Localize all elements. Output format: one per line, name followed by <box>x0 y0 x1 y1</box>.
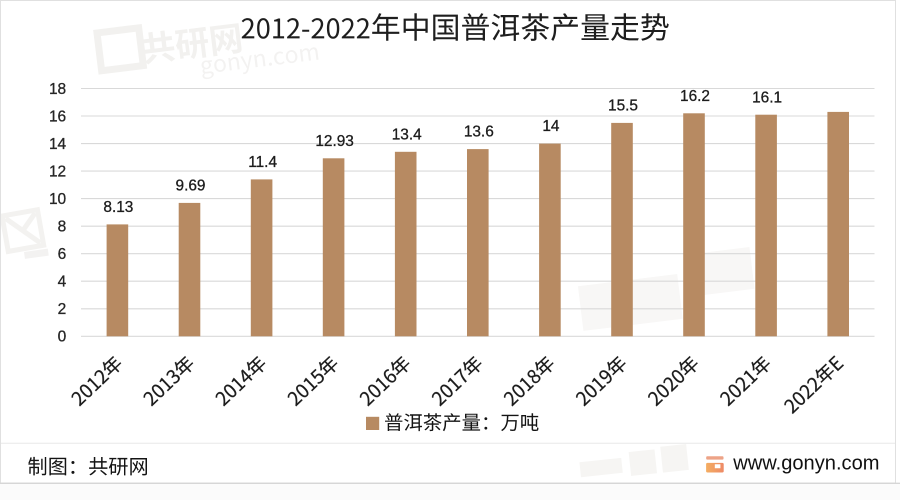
svg-text:9.69: 9.69 <box>176 178 206 195</box>
svg-text:16.1: 16.1 <box>752 89 782 106</box>
svg-text:15.5: 15.5 <box>608 98 638 115</box>
svg-text:4: 4 <box>58 274 67 291</box>
svg-text:12.93: 12.93 <box>315 133 354 150</box>
svg-text:8: 8 <box>58 219 67 236</box>
svg-text:6: 6 <box>58 246 67 263</box>
svg-text:13.6: 13.6 <box>464 124 494 141</box>
svg-text:16.2: 16.2 <box>680 88 710 105</box>
svg-text:10: 10 <box>49 191 67 208</box>
svg-text:0: 0 <box>58 329 67 346</box>
svg-text:14: 14 <box>49 136 67 153</box>
svg-text:16: 16 <box>49 108 66 125</box>
svg-text:14: 14 <box>542 118 560 135</box>
svg-text:8.13: 8.13 <box>103 199 133 216</box>
svg-text:11.4: 11.4 <box>248 154 277 171</box>
svg-text:13.4: 13.4 <box>392 126 422 143</box>
svg-text:2: 2 <box>58 301 67 318</box>
svg-text:www.gonyn.com: www.gonyn.com <box>732 452 879 474</box>
svg-text:18: 18 <box>49 81 66 98</box>
svg-text:12: 12 <box>49 164 66 181</box>
